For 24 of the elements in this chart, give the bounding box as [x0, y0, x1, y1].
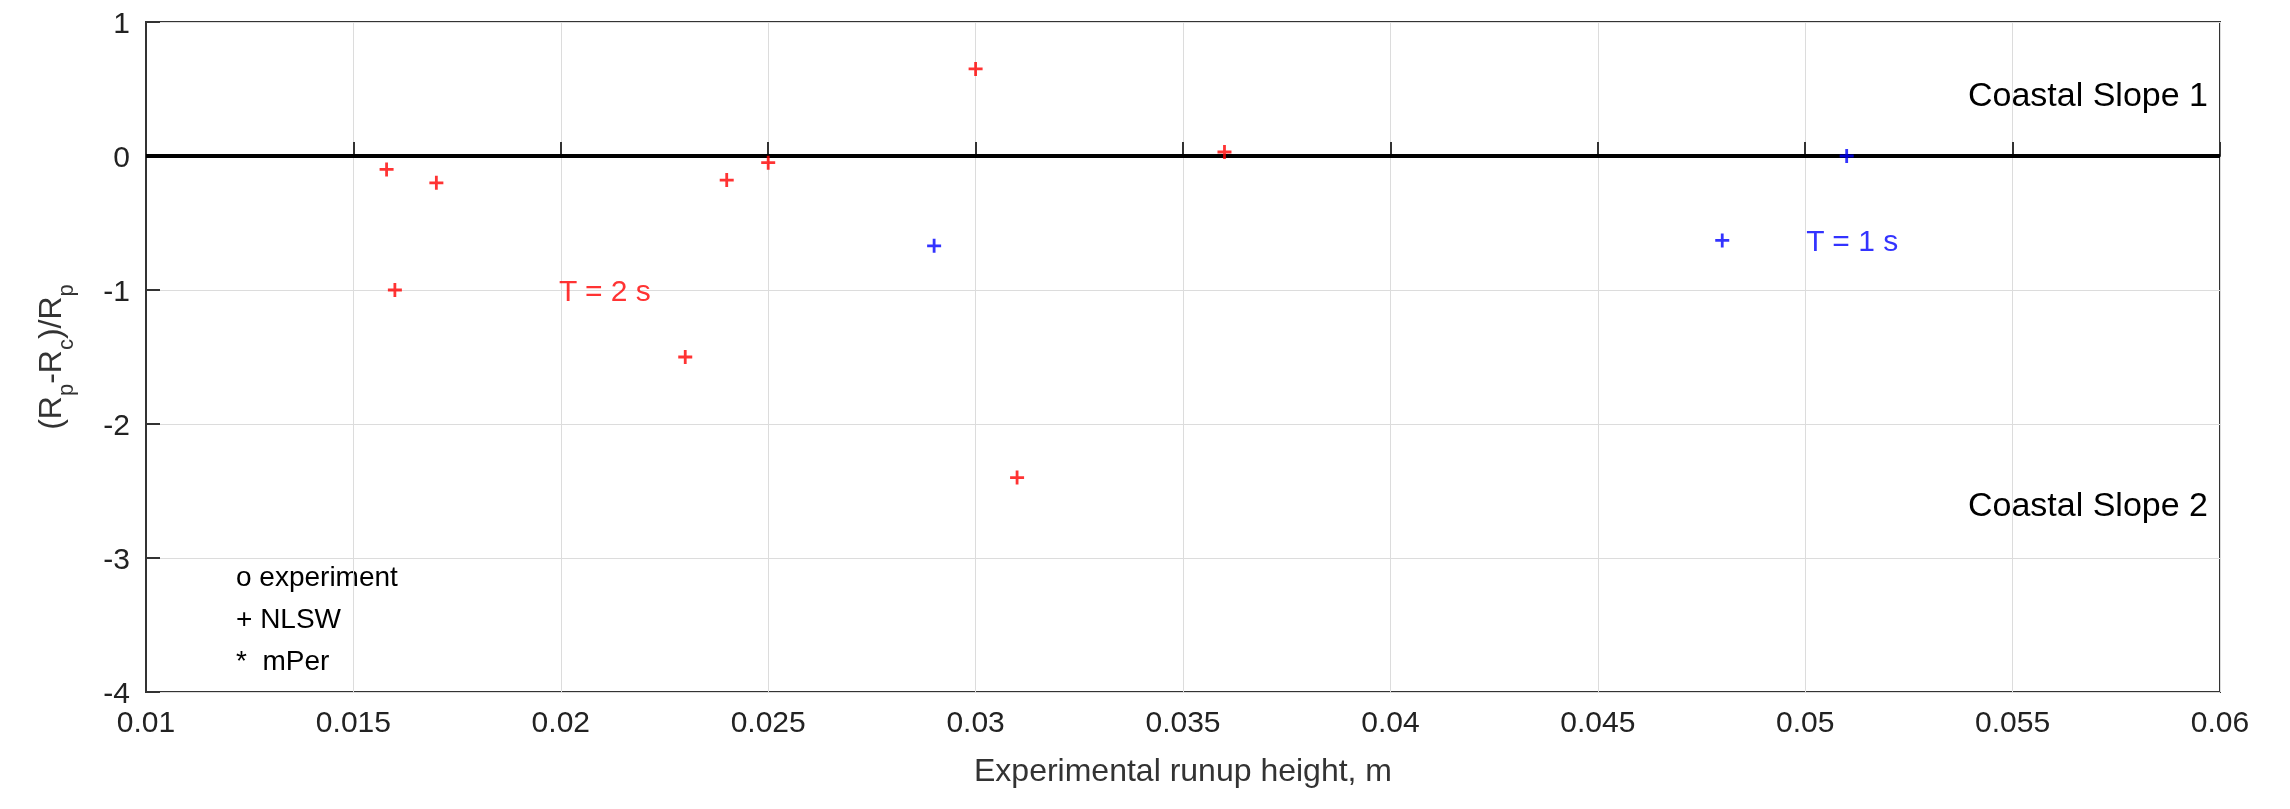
x-tick-label: 0.05 [1776, 704, 1835, 738]
text: T = 1 s [1806, 223, 1899, 257]
y-tick-label: -3 [103, 541, 130, 575]
annotation: Coastal Slope 1 [1967, 75, 2208, 113]
x-axis-title: Experimental runup height, m [974, 752, 1392, 788]
y-tick-label: 0 [113, 139, 130, 173]
x-tick-label: 0.04 [1361, 704, 1420, 738]
x-tick-label: 0.06 [2190, 704, 2250, 738]
x-tick-label: 0.045 [1560, 704, 1636, 738]
y-axis-title: (Rp-Rc)/Rp [32, 284, 78, 430]
x-tick-label: 0.015 [315, 704, 391, 738]
y-tick-label: -1 [103, 273, 130, 307]
annotation: * mPer [236, 644, 330, 676]
y-tick-label: -2 [103, 407, 130, 441]
x-tick-label: 0.02 [531, 704, 590, 738]
annotation: + NLSW [236, 602, 342, 634]
x-tick-label: 0.055 [1975, 704, 2051, 738]
annotation: Coastal Slope 2 [1967, 485, 2208, 523]
x-tick-label: 0.025 [730, 704, 806, 738]
annotation: o experiment [236, 560, 399, 592]
x-tick-label: 0.035 [1145, 704, 1221, 738]
x-tick-label: 0.03 [946, 704, 1005, 738]
y-tick-label: 1 [113, 5, 130, 39]
series-label: T = 2 s [558, 273, 651, 307]
